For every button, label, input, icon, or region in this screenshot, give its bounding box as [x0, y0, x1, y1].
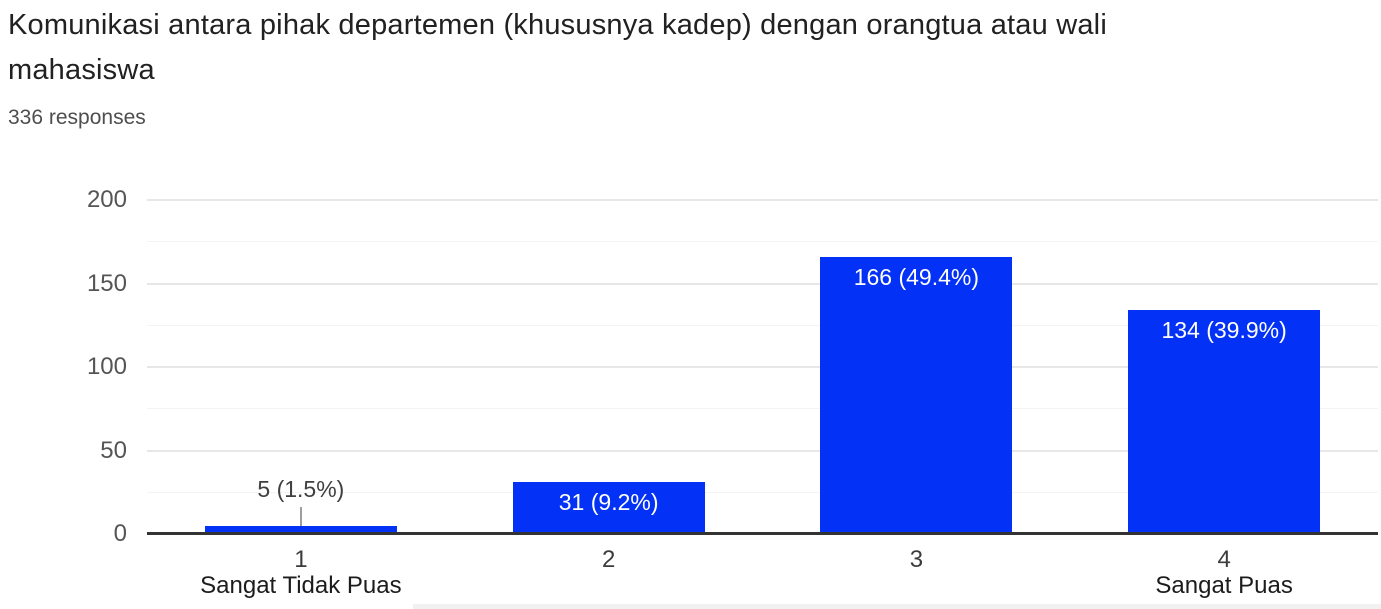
x-axis-edge-label: Sangat Puas [1155, 572, 1293, 599]
minor-gridline [147, 324, 1378, 326]
major-gridline [147, 366, 1378, 368]
bar-value-callout-line [299, 506, 302, 526]
x-axis-line [147, 532, 1378, 535]
responses-count: 336 responses [8, 106, 146, 129]
minor-gridline [147, 408, 1378, 410]
major-gridline [147, 199, 1378, 201]
bar-value-label: 134 (39.9%) [1161, 317, 1287, 344]
y-axis-tick-label: 200 [86, 186, 127, 213]
y-axis-tick-label: 150 [86, 269, 127, 297]
bar [820, 256, 1013, 534]
minor-gridline [147, 241, 1378, 243]
bar-value-label: 31 (9.2%) [558, 489, 659, 516]
page-divider [413, 604, 1381, 609]
y-axis-tick-label: 50 [100, 436, 127, 464]
bar [512, 482, 705, 534]
bar-value-label: 166 (49.4%) [853, 263, 980, 290]
minor-gridline [147, 491, 1378, 493]
x-axis-edge-label: Sangat Tidak Puas [200, 572, 402, 599]
bar [204, 525, 397, 534]
x-axis-tick-label: 1 [294, 546, 308, 573]
y-axis-tick-label: 100 [86, 353, 127, 380]
x-axis-tick-label: 4 [1217, 546, 1231, 573]
major-gridline [147, 449, 1378, 452]
x-axis-tick-label: 3 [909, 546, 924, 573]
bar [1128, 310, 1321, 534]
question-title-line-2: mahasiswa [8, 54, 155, 86]
x-axis-tick-label: 2 [601, 546, 616, 573]
major-gridline [147, 282, 1378, 285]
y-axis-tick-label: 0 [113, 520, 127, 547]
bar-value-label: 5 (1.5%) [257, 475, 345, 502]
question-title-line-1: Komunikasi antara pihak departemen (khus… [8, 9, 1107, 41]
